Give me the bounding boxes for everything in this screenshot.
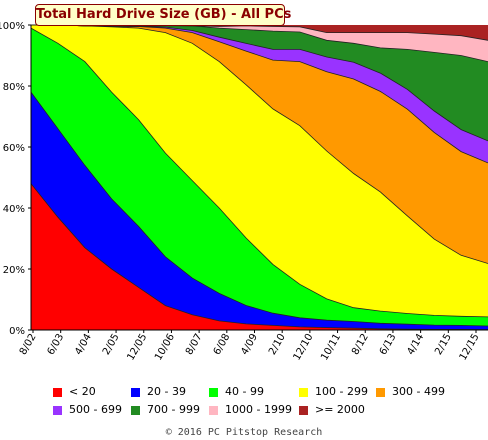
series-boundary-8	[31, 24, 488, 41]
legend-label: 20 - 39	[147, 385, 186, 398]
y-axis: 0% 20% 40% 60% 80% 100%	[0, 21, 31, 337]
x-tick-label: 4/14	[405, 332, 426, 357]
x-tick-label: 2/15	[433, 332, 454, 357]
series-boundary-3	[30, 27, 488, 318]
x-tick-label: 6/13	[378, 332, 399, 357]
area-series-7	[31, 25, 488, 141]
area-series-8	[31, 25, 488, 62]
x-tick-label: 8/12	[350, 332, 371, 357]
legend-swatch	[53, 406, 62, 415]
x-tick-label: 4/09	[239, 332, 260, 357]
area-series-4	[31, 25, 488, 317]
x-axis: 8/02 6/03 4/04 2/05 12/05 10/06 8/07 6/08 4/09 2/…	[18, 330, 482, 362]
series-boundary-2	[30, 91, 488, 327]
legend-swatch	[376, 388, 385, 397]
y-tick-label: 40%	[3, 204, 25, 215]
plot-area	[30, 24, 488, 331]
x-tick-label: 2/10	[267, 332, 288, 357]
legend-label: 1000 - 1999	[225, 403, 292, 416]
x-tick-label: 12/10	[292, 332, 316, 362]
legend-swatch	[209, 406, 218, 415]
x-tick-label: 6/03	[46, 332, 67, 357]
copyright-text: © 2016 PC Pitstop Research	[165, 427, 323, 438]
series-boundary-1	[30, 183, 488, 331]
legend-label: 700 - 999	[147, 403, 200, 416]
chart-title-box: Total Hard Drive Size (GB) - All PCs	[35, 4, 292, 26]
legend-swatch	[299, 406, 308, 415]
legend-label: 300 - 499	[392, 385, 445, 398]
area-series-9	[31, 25, 488, 41]
legend-label: 500 - 699	[69, 403, 122, 416]
legend-swatch	[53, 388, 62, 397]
legend-swatch	[131, 388, 140, 397]
series-boundary-4	[31, 24, 488, 264]
legend-label: 40 - 99	[225, 385, 264, 398]
area-series-2	[31, 92, 488, 330]
y-tick-label: 80%	[3, 82, 25, 93]
y-tick-label: 20%	[3, 265, 25, 276]
legend-label: < 20	[69, 385, 96, 398]
chart-title: Total Hard Drive Size (GB) - All PCs	[36, 7, 292, 22]
y-tick-label: 100%	[0, 21, 25, 32]
legend-swatch	[209, 388, 218, 397]
legend-label: >= 2000	[315, 403, 365, 416]
area-series-3	[31, 28, 488, 326]
area-series-6	[31, 25, 488, 163]
area-series-1	[31, 183, 488, 330]
y-tick-label: 60%	[3, 143, 25, 154]
x-tick-label: 6/08	[212, 332, 233, 357]
x-tick-label: 2/05	[101, 332, 122, 357]
legend-swatch	[299, 388, 308, 397]
area-series-5	[31, 25, 488, 264]
x-tick-label: 12/05	[125, 332, 149, 362]
y-tick-label: 0%	[9, 326, 25, 337]
legend-label: 100 - 299	[315, 385, 368, 398]
x-tick-label: 4/04	[73, 332, 94, 357]
x-tick-label: 10/11	[319, 332, 343, 362]
legend-swatch	[131, 406, 140, 415]
x-tick-label: 8/07	[184, 332, 205, 357]
x-tick-label: 12/15	[458, 332, 482, 362]
x-tick-label: 10/06	[153, 332, 177, 362]
